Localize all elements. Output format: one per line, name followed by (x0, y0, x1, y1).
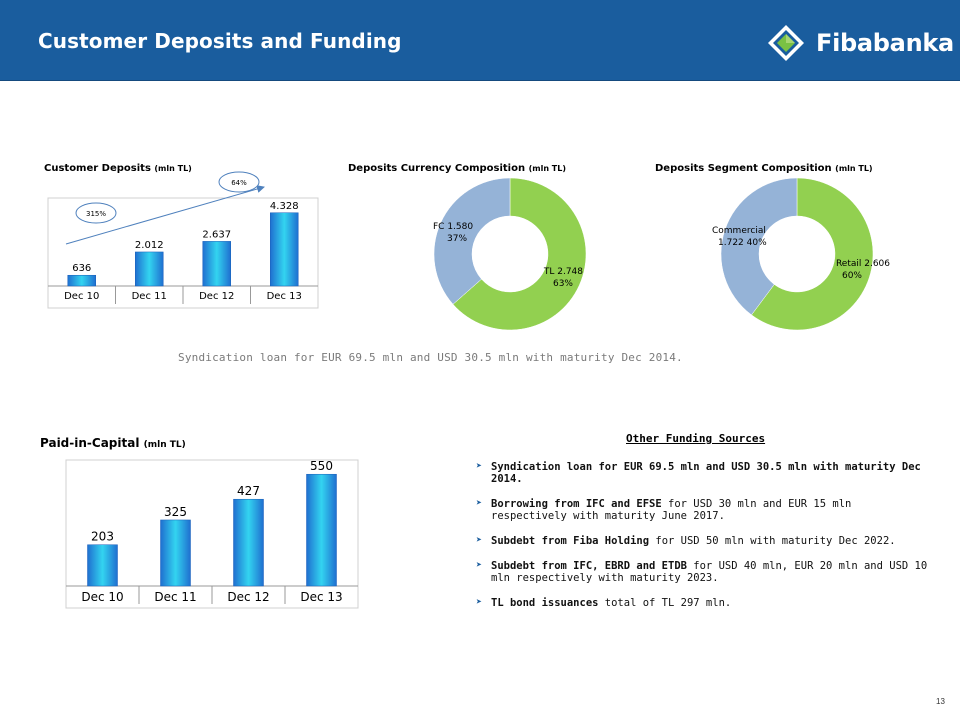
fibabanka-logo: Fibabanka (766, 23, 954, 63)
list-item: ➤ Syndication loan for EUR 69.5 mln and U… (476, 461, 921, 485)
donut-slice (751, 177, 874, 331)
growth-badge (218, 171, 260, 193)
other-funding-title: Other Funding Sources (626, 432, 766, 445)
bar (202, 241, 231, 287)
slice-percent-label: 60% (842, 271, 862, 281)
customer-deposits-chart: 636 Dec 10 2.012 Dec 11 2.637 Dec 12 4.328 Dec … (47, 171, 319, 309)
slice-label: Retail 2.606 (836, 259, 890, 269)
category-label: Dec 12 (199, 291, 234, 302)
arrow-bullet-icon: ➤ (476, 535, 483, 546)
bar-value-label: 203 (91, 530, 114, 544)
slice-value-percent-label: 1.722 40% (718, 238, 767, 248)
other-funding-list: ➤ Syndication loan for EUR 69.5 mln and U… (476, 461, 932, 622)
list-item: ➤ TL bond issuances total of TL 297 mln. (476, 597, 732, 609)
logo-text: Fibabanka (816, 29, 954, 57)
header-bar: Customer Deposits and Funding Fibabanka (0, 0, 960, 81)
bar-value-label: 4.328 (270, 201, 299, 212)
category-label: Dec 10 (64, 291, 99, 302)
growth-badge (75, 202, 117, 224)
bar-value-label: 550 (310, 459, 333, 473)
bar (160, 519, 191, 587)
list-item: ➤ Subdebt from Fiba Holding for USD 50 ml… (476, 535, 896, 547)
list-item: ➤ Subdebt from IFC, EBRD and ETDB for USD… (476, 560, 928, 584)
arrow-bullet-icon: ➤ (476, 461, 483, 472)
category-label: Dec 11 (132, 291, 167, 302)
bar-value-label: 325 (164, 505, 187, 519)
paid-in-capital-title: Paid-in-Capital (mln TL) (40, 436, 186, 450)
currency-composition-chart: TL 2.748 63% FC 1.580 37% (433, 177, 587, 331)
category-label: Dec 11 (154, 590, 196, 604)
customer-deposits-title: Customer Deposits (mln TL) (44, 163, 192, 174)
list-item: ➤ Borrowing from IFC and EFSE for USD 30 … (476, 498, 852, 522)
arrow-bullet-icon: ➤ (476, 560, 483, 571)
currency-composition-title: Deposits Currency Composition (mln TL) (348, 163, 567, 174)
chart-frame (47, 197, 319, 309)
bar (306, 473, 337, 587)
paid-in-capital-chart: 203 Dec 10 325 Dec 11 427 Dec 12 550 Dec 13 (65, 459, 359, 609)
slice-percent-label: 63% (553, 279, 573, 289)
page-title: Customer Deposits and Funding (38, 29, 402, 53)
donut-slice (452, 177, 587, 331)
bar-value-label: 2.637 (202, 229, 231, 240)
donut-slice (720, 177, 798, 316)
bar (67, 274, 96, 287)
segment-composition-chart: Retail 2.606 60% Commercial 1.722 40% (712, 177, 890, 331)
category-label: Dec 12 (227, 590, 269, 604)
segment-composition-title: Deposits Segment Composition (mln TL) (655, 163, 873, 174)
diamond-logo-icon (768, 25, 804, 61)
slice-label: TL 2.748 (543, 267, 583, 277)
bar (135, 251, 164, 287)
slice-label: Commercial (712, 226, 766, 236)
bar-value-label: 2.012 (135, 240, 164, 251)
arrow-bullet-icon: ➤ (476, 597, 483, 608)
bar (87, 544, 118, 587)
donut-slice (433, 177, 511, 305)
page-number: 13 (936, 697, 945, 706)
arrow-bullet-icon: ➤ (476, 498, 483, 509)
syndication-note: Syndication loan for EUR 69.5 mln and US… (178, 351, 683, 364)
category-label: Dec 10 (81, 590, 123, 604)
category-label: Dec 13 (267, 291, 302, 302)
growth-label: 315% (86, 210, 106, 218)
category-label: Dec 13 (300, 590, 342, 604)
growth-label: 64% (231, 179, 247, 187)
bar (270, 212, 299, 287)
slice-percent-label: 37% (447, 234, 467, 244)
chart-frame (65, 459, 359, 609)
trend-arrow (65, 185, 265, 245)
bar-value-label: 636 (72, 263, 91, 274)
bar (233, 498, 264, 587)
bar-value-label: 427 (237, 484, 260, 498)
slice-label: FC 1.580 (433, 222, 473, 232)
